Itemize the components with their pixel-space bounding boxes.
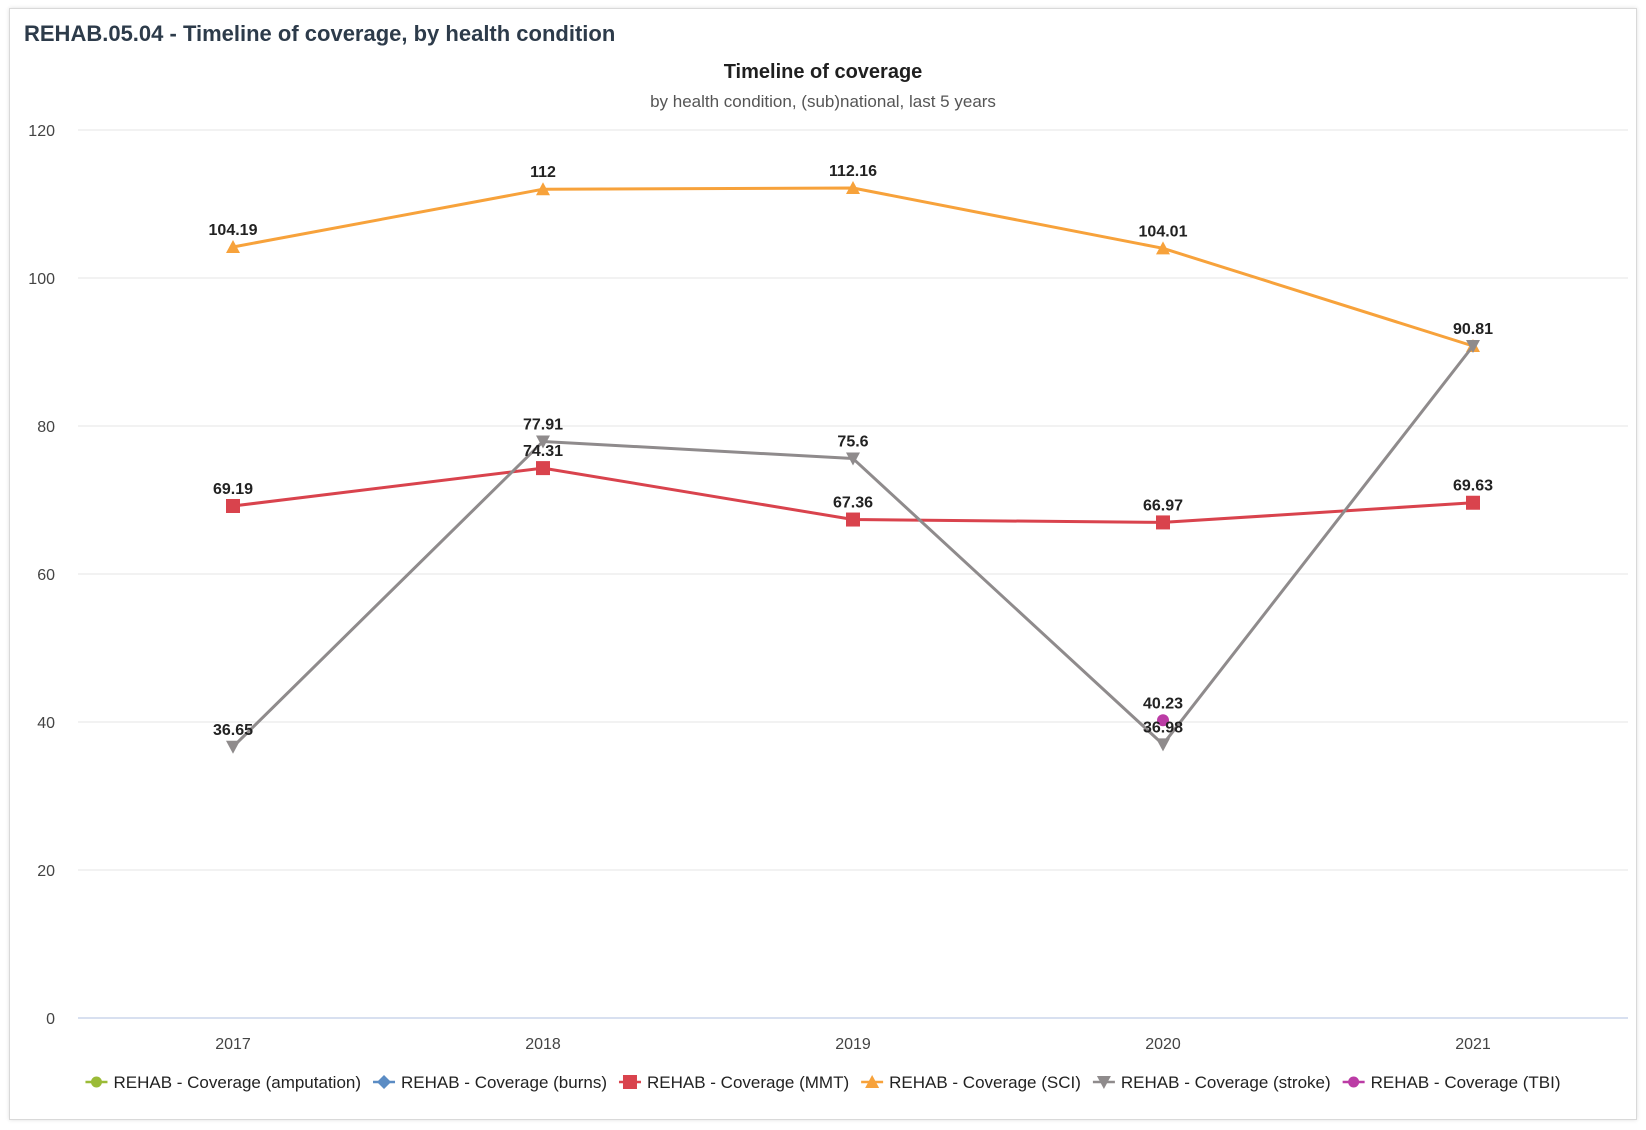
rehab-coverage-mmt-data-label: 69.63 bbox=[1453, 478, 1493, 495]
rehab-coverage-sci-data-label: 90.81 bbox=[1453, 321, 1493, 338]
rehab-coverage-stroke-point bbox=[1466, 340, 1480, 354]
rehab-coverage-mmt-point bbox=[226, 498, 240, 513]
y-tick-label: 120 bbox=[28, 123, 55, 140]
rehab-coverage-stroke-point bbox=[536, 435, 550, 449]
chart-subtitle: by health condition, (sub)national, last… bbox=[650, 92, 996, 111]
rehab-coverage-mmt-data-label: 66.97 bbox=[1143, 497, 1183, 514]
rehab-coverage-sci-point bbox=[226, 239, 240, 253]
data-labels: 69.19 74.31 67.36 66.97 69.63 104.19 112 112.16… bbox=[209, 163, 1494, 739]
rehab-coverage-sci-data-label: 112.16 bbox=[829, 163, 877, 180]
gridlines bbox=[78, 129, 1628, 871]
rehab-coverage-sci-point bbox=[536, 182, 550, 196]
rehab-coverage-stroke-data-label: 75.6 bbox=[837, 434, 868, 451]
rehab-coverage-stroke-data-label: 36.65 bbox=[213, 722, 253, 739]
rehab-coverage-stroke-legend-marker bbox=[1096, 1076, 1111, 1089]
rehab-coverage-amputation-legend-marker bbox=[90, 1076, 102, 1088]
x-tick-label: 2018 bbox=[525, 1036, 561, 1053]
y-tick-label: 100 bbox=[28, 271, 55, 288]
rehab-coverage-mmt-legend-marker bbox=[622, 1075, 637, 1089]
legend-label: REHAB - Coverage (amputation) bbox=[113, 1073, 361, 1092]
rehab-coverage-tbi-data-label: 40.23 bbox=[1143, 695, 1183, 712]
rehab-coverage-sci-point bbox=[1156, 241, 1170, 255]
series-lines bbox=[226, 181, 1480, 754]
x-tick-label: 2020 bbox=[1145, 1036, 1181, 1053]
legend-label: REHAB - Coverage (burns) bbox=[401, 1073, 607, 1092]
rehab-coverage-tbi-point bbox=[1157, 714, 1169, 727]
rehab-coverage-stroke-point bbox=[846, 452, 860, 466]
rehab-coverage-sci-line bbox=[232, 186, 1474, 348]
rehab-coverage-sci-legend-marker bbox=[865, 1075, 880, 1088]
chart-title: Timeline of coverage bbox=[724, 61, 923, 83]
x-tick-label: 2021 bbox=[1455, 1036, 1491, 1053]
legend-label: REHAB - Coverage (MMT) bbox=[647, 1073, 849, 1092]
y-tick-label: 60 bbox=[37, 567, 55, 584]
rehab-coverage-tbi-legend-marker bbox=[1348, 1076, 1360, 1088]
rehab-coverage-stroke-point bbox=[226, 740, 240, 754]
legend-label: REHAB - Coverage (TBI) bbox=[1371, 1073, 1561, 1092]
rehab-coverage-sci-point bbox=[846, 181, 860, 195]
x-tick-label: 2017 bbox=[215, 1036, 251, 1053]
chart-panel: REHAB.05.04 - Timeline of coverage, by h… bbox=[9, 8, 1637, 1120]
rehab-coverage-mmt-data-label: 67.36 bbox=[833, 495, 873, 512]
legend-label: REHAB - Coverage (stroke) bbox=[1121, 1073, 1331, 1092]
rehab-coverage-mmt-point bbox=[1466, 495, 1480, 510]
legend: REHAB - Coverage (amputation) REHAB - Cov… bbox=[85, 1073, 1561, 1092]
x-tick-label: 2019 bbox=[835, 1036, 871, 1053]
panel-title: REHAB.05.04 - Timeline of coverage, by h… bbox=[24, 21, 616, 46]
rehab-coverage-mmt-point bbox=[846, 512, 860, 527]
rehab-coverage-mmt-point bbox=[536, 461, 550, 476]
rehab-coverage-mmt-point bbox=[1156, 515, 1170, 530]
rehab-coverage-mmt-data-label: 69.19 bbox=[213, 481, 253, 498]
y-tick-label: 0 bbox=[46, 1011, 55, 1028]
rehab-coverage-mmt-data-label: 74.31 bbox=[523, 443, 563, 460]
rehab-coverage-stroke-point bbox=[1156, 738, 1170, 752]
rehab-coverage-sci-data-label: 112 bbox=[530, 164, 556, 181]
rehab-coverage-sci-data-label: 104.01 bbox=[1139, 223, 1188, 240]
rehab-coverage-stroke-data-label: 77.91 bbox=[523, 416, 563, 433]
rehab-coverage-sci-data-label: 104.19 bbox=[209, 222, 258, 239]
legend-label: REHAB - Coverage (SCI) bbox=[889, 1073, 1081, 1092]
y-tick-label: 20 bbox=[37, 863, 55, 880]
rehab-coverage-burns-legend-marker bbox=[377, 1075, 392, 1089]
rehab-coverage-stroke-line bbox=[231, 345, 1475, 748]
y-tick-label: 80 bbox=[37, 419, 55, 436]
y-tick-label: 40 bbox=[37, 715, 55, 732]
rehab-coverage-stroke-data-label: 36.98 bbox=[1143, 719, 1183, 736]
axes: 0 20 40 60 80 100 120 2017 2018 2019 2020 2021 bbox=[28, 123, 1628, 1053]
